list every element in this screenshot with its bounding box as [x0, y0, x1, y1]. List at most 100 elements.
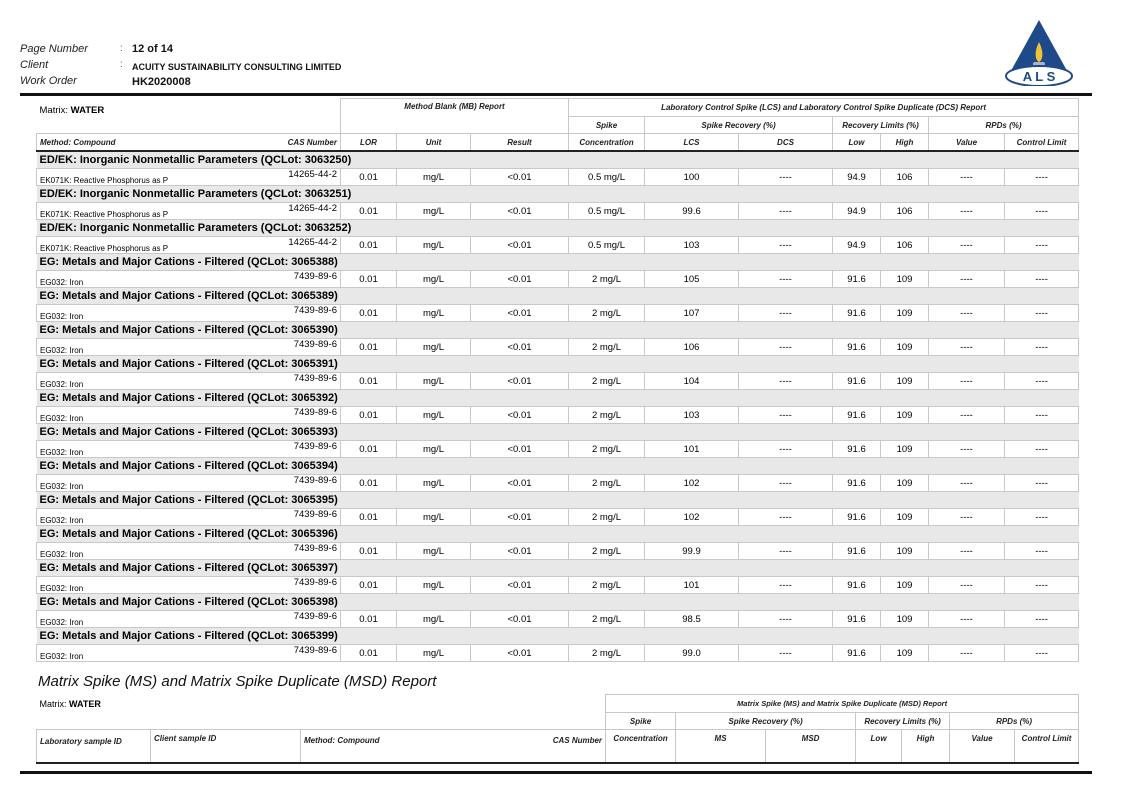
qclot-header-row: EG: Metals and Major Cations - Filtered … [36, 559, 1079, 577]
dcs-cell: ---- [738, 610, 833, 628]
control-cell: ---- [1003, 202, 1080, 220]
cas-number: 7439-89-6 [293, 339, 337, 351]
result-cell: <0.01 [470, 270, 569, 288]
lcs-cell: 104 [644, 372, 739, 390]
low-cell: 94.9 [832, 168, 881, 186]
compound: EG032: Iron [40, 550, 84, 559]
compound: EG032: Iron [40, 414, 84, 423]
qclot-title: EG: Metals and Major Cations - Filtered … [36, 253, 1079, 271]
low-cell: 91.6 [832, 474, 881, 492]
ms-method-col-header: Method: Compound CAS Number [299, 729, 607, 764]
method-col-header: Method: Compound CAS Number [36, 133, 341, 152]
low-cell: 91.6 [832, 644, 881, 662]
high-cell: 109 [880, 610, 929, 628]
lor-cell: 0.01 [340, 474, 397, 492]
matrix-label-text: Matrix: [39, 104, 71, 116]
cas-number: 7439-89-6 [293, 305, 337, 317]
lor-cell: 0.01 [340, 406, 397, 424]
low-cell: 91.6 [832, 542, 881, 560]
lor-cell: 0.01 [340, 508, 397, 526]
cas-number: 7439-89-6 [293, 543, 337, 555]
table-row: EG032: Iron 7439-89-6 0.01 mg/L <0.01 2 mg/L 1… [36, 440, 1080, 458]
cas-number: 7439-89-6 [293, 271, 337, 283]
lcs-cell: 103 [644, 406, 739, 424]
result-cell: <0.01 [470, 610, 569, 628]
dcs-cell: ---- [738, 270, 833, 288]
lor-header: LOR [340, 133, 397, 152]
control-cell: ---- [1003, 304, 1080, 322]
colon: : [120, 59, 123, 70]
low-cell: 91.6 [832, 338, 881, 356]
cas-number: 7439-89-6 [293, 475, 337, 487]
result-cell: <0.01 [470, 304, 569, 322]
lor-cell: 0.01 [340, 304, 397, 322]
svg-text:A L S: A L S [1023, 69, 1056, 84]
page-number: 12 of 14 [132, 43, 173, 55]
control-cell: ---- [1003, 576, 1080, 594]
high-header: High [880, 133, 929, 152]
high-cell: 106 [880, 202, 929, 220]
lor-cell: 0.01 [340, 338, 397, 356]
qclot-header-row: EG: Metals and Major Cations - Filtered … [36, 355, 1079, 373]
low-cell: 91.6 [832, 372, 881, 390]
table-row: EG032: Iron 7439-89-6 0.01 mg/L <0.01 2 mg/L 1… [36, 338, 1080, 356]
low-cell: 91.6 [832, 576, 881, 594]
compound: EG032: Iron [40, 448, 84, 457]
high-cell: 109 [880, 304, 929, 322]
lor-cell: 0.01 [340, 202, 397, 220]
control-cell: ---- [1003, 644, 1080, 662]
mb-title: Method Blank (MB) Report [340, 98, 569, 134]
lor-cell: 0.01 [340, 236, 397, 254]
unit-cell: mg/L [396, 338, 471, 356]
dcs-header: DCS [738, 133, 833, 152]
value-cell: ---- [928, 270, 1005, 288]
compound: EG032: Iron [40, 312, 84, 321]
qclot-title: EG: Metals and Major Cations - Filtered … [36, 389, 1079, 407]
table-row: EG032: Iron 7439-89-6 0.01 mg/L <0.01 2 mg/L 9… [36, 542, 1080, 560]
concentration-header: Concentration [568, 133, 645, 152]
value-cell: ---- [928, 202, 1005, 220]
qclot-title: ED/EK: Inorganic Nonmetallic Parameters … [36, 185, 1079, 203]
table-row: EG032: Iron 7439-89-6 0.01 mg/L <0.01 2 mg/L 1… [36, 406, 1080, 424]
result-cell: <0.01 [470, 168, 569, 186]
qclot-title: EG: Metals and Major Cations - Filtered … [36, 457, 1079, 475]
work-order: HK2020008 [132, 76, 191, 88]
colon: : [120, 43, 123, 54]
spike-cell: 2 mg/L [568, 270, 645, 288]
table-row: EK071K: Reactive Phosphorus as P 14265-44… [36, 168, 1080, 186]
result-cell: <0.01 [470, 440, 569, 458]
ms-cas-header: CAS Number [552, 736, 603, 745]
high-cell: 109 [880, 270, 929, 288]
compound-cell: EK071K: Reactive Phosphorus as P 14265-44… [36, 168, 341, 186]
low-header: Low [832, 133, 881, 152]
compound: EG032: Iron [40, 516, 84, 525]
high-cell: 109 [880, 644, 929, 662]
control-cell: ---- [1003, 372, 1080, 390]
high-cell: 106 [880, 236, 929, 254]
qclot-title: EG: Metals and Major Cations - Filtered … [36, 355, 1079, 373]
result-cell: <0.01 [470, 576, 569, 594]
ms-matrix-label-text: Matrix: [39, 698, 70, 709]
value-cell: ---- [928, 304, 1005, 322]
cas-number: 7439-89-6 [293, 373, 337, 385]
ms-section-title: Matrix Spike (MS) and Matrix Spike Dupli… [38, 673, 437, 690]
lor-cell: 0.01 [340, 610, 397, 628]
ms-matrix-value: WATER [69, 698, 101, 709]
spike-cell: 0.5 mg/L [568, 236, 645, 254]
value-cell: ---- [928, 168, 1005, 186]
compound-cell: EG032: Iron 7439-89-6 [36, 270, 341, 288]
ms-table-title: Matrix Spike (MS) and Matrix Spike Dupli… [605, 694, 1080, 713]
ms-method-header: Method: Compound [304, 736, 380, 745]
lcs-cell: 99.9 [644, 542, 739, 560]
spike-recovery-header: Spike Recovery (%) [644, 116, 833, 134]
lor-cell: 0.01 [340, 576, 397, 594]
qclot-title: ED/EK: Inorganic Nonmetallic Parameters … [36, 219, 1079, 237]
unit-cell: mg/L [396, 372, 471, 390]
spacer [37, 713, 606, 730]
low-cell: 91.6 [832, 610, 881, 628]
qclot-title: EG: Metals and Major Cations - Filtered … [36, 559, 1079, 577]
value-cell: ---- [928, 236, 1005, 254]
compound-cell: EG032: Iron 7439-89-6 [36, 304, 341, 322]
control-cell: ---- [1003, 406, 1080, 424]
ms-header: MS [675, 729, 767, 764]
